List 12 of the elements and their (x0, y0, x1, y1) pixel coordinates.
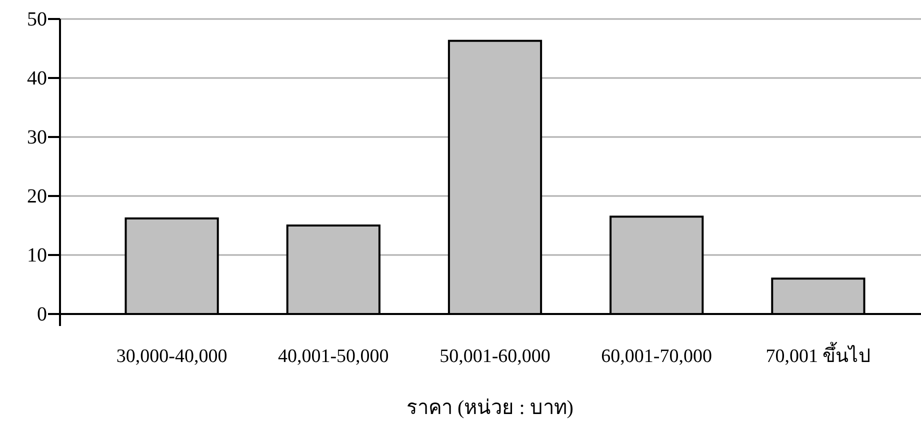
y-tick-label: 40 (27, 67, 47, 90)
x-tick-label: 50,001-60,000 (440, 346, 550, 367)
y-tick-label: 0 (37, 303, 47, 326)
y-tick-label: 50 (27, 8, 47, 30)
x-tick-label: 40,001-50,000 (278, 346, 389, 367)
x-tick-label: 60,001-70,000 (601, 346, 712, 367)
x-axis-title: ราคา (หน่วย : บาท) (406, 397, 574, 419)
y-tick-label: 20 (27, 185, 47, 208)
x-tick-label: 30,000-40,000 (116, 346, 228, 367)
y-tick-label: 10 (27, 244, 47, 266)
x-tick-label: 70,001 ขึ้นไป (766, 342, 871, 367)
y-tick-label: 30 (27, 126, 47, 148)
